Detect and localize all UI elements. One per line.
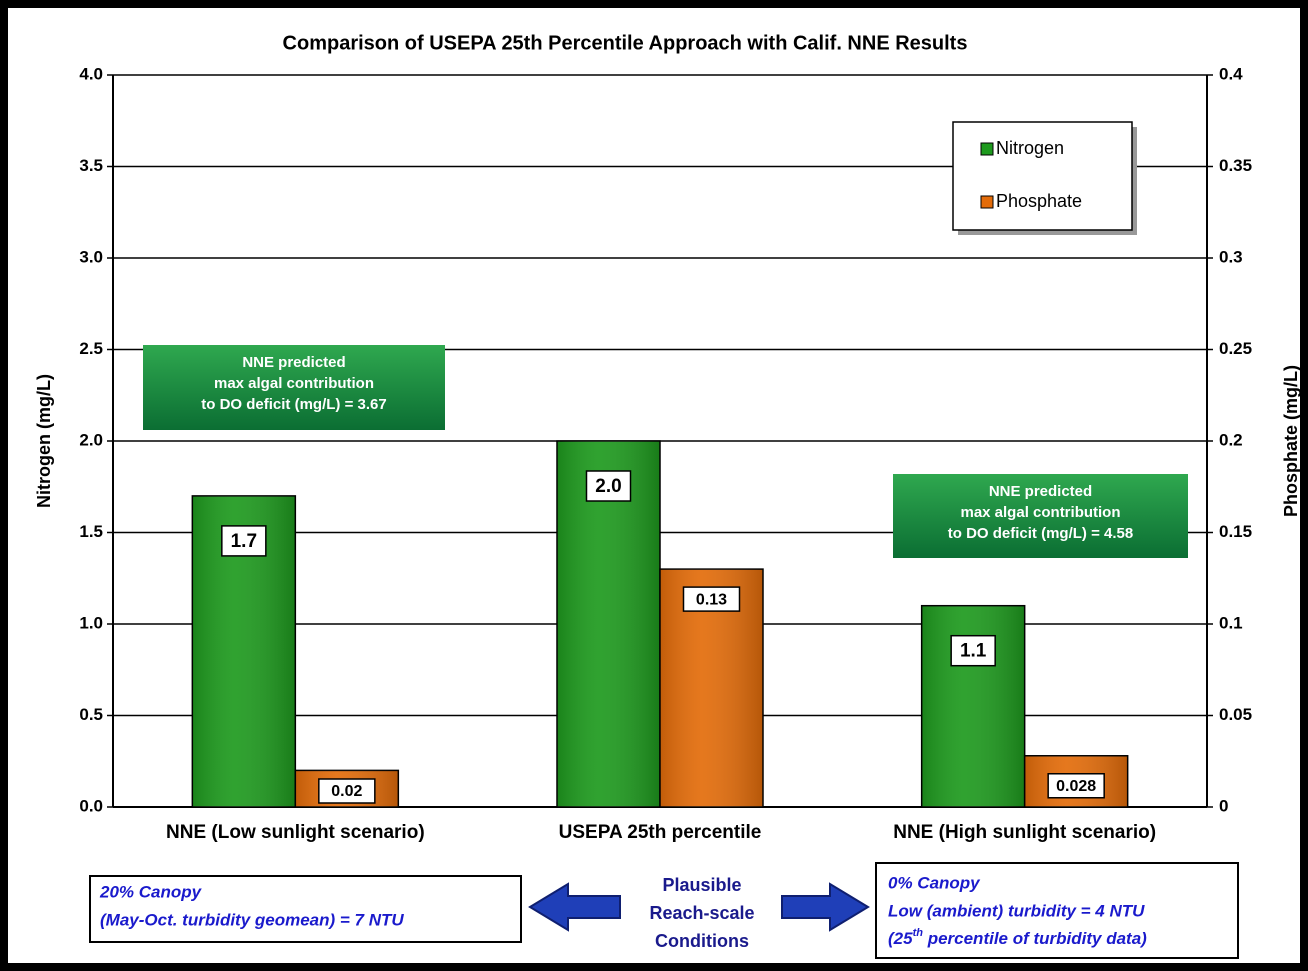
- y2-tick-label: 0.1: [1219, 613, 1243, 632]
- y2-tick-label: 0.3: [1219, 247, 1243, 266]
- legend-label: Nitrogen: [996, 138, 1064, 158]
- note-box: [89, 875, 522, 943]
- note-part: percentile of turbidity data): [923, 929, 1147, 948]
- value-label-box: [682, 586, 741, 612]
- middle-text: Reach-scale: [649, 903, 754, 923]
- value-label-box: [221, 525, 267, 557]
- y2-tick-label: 0: [1219, 796, 1228, 815]
- value-label: 1.1: [960, 641, 987, 662]
- annotation-box: [893, 474, 1188, 558]
- y-tick-label: 0.0: [79, 796, 103, 815]
- annotation-text: NNE predicted: [242, 354, 345, 371]
- value-label-box: [318, 778, 376, 804]
- y2-axis-label: Phosphate (mg/L): [1281, 365, 1301, 517]
- x-tick-label: USEPA 25th percentile: [559, 822, 762, 843]
- y-tick-label: 1.5: [79, 522, 103, 541]
- y2-tick-label: 0.05: [1219, 705, 1252, 724]
- legend-swatch: [980, 195, 994, 209]
- arrow-left: [528, 882, 621, 932]
- value-label: 2.0: [595, 476, 621, 497]
- note-text: (May-Oct. turbidity geomean) = 7 NTU: [100, 910, 404, 929]
- note-text: Low (ambient) turbidity = 4 NTU: [888, 901, 1145, 920]
- superscript: th: [913, 927, 924, 939]
- x-tick-label: NNE (High sunlight scenario): [893, 822, 1156, 843]
- annotation-text: NNE predicted: [989, 483, 1092, 500]
- annotation-text: to DO deficit (mg/L) = 3.67: [201, 396, 386, 413]
- note-text: 20% Canopy: [99, 882, 203, 901]
- legend: [952, 121, 1133, 231]
- bar-shade: [557, 441, 660, 807]
- annotation-box: [143, 345, 445, 430]
- value-label: 0.028: [1056, 778, 1096, 795]
- y2-tick-label: 0.35: [1219, 156, 1252, 175]
- y2-tick-label: 0.25: [1219, 339, 1252, 358]
- annotation-text: max algal contribution: [214, 375, 374, 392]
- x-tick-label: NNE (Low sunlight scenario): [166, 822, 425, 843]
- value-label: 0.13: [696, 591, 727, 608]
- note-text: (25th percentile of turbidity data): [888, 927, 1147, 949]
- legend-label: Phosphate: [996, 191, 1082, 211]
- annotation-text: to DO deficit (mg/L) = 4.58: [948, 525, 1133, 542]
- value-label-box: [585, 470, 632, 502]
- y2-tick-label: 0.4: [1219, 64, 1243, 83]
- arrow-right: [781, 882, 870, 932]
- note-part: (25: [888, 929, 913, 948]
- value-label-box: [950, 634, 996, 667]
- value-label: 0.02: [331, 783, 362, 800]
- y-tick-label: 3.5: [79, 156, 103, 175]
- legend-swatch: [980, 142, 994, 156]
- y2-tick-label: 0.2: [1219, 430, 1243, 449]
- y-axis-label: Nitrogen (mg/L): [34, 374, 54, 508]
- y-tick-label: 2.0: [79, 430, 103, 449]
- note-text: 0% Canopy: [888, 873, 981, 892]
- y-tick-label: 0.5: [79, 705, 103, 724]
- y-tick-label: 4.0: [79, 64, 103, 83]
- note-box: [875, 862, 1239, 959]
- y-tick-label: 3.0: [79, 247, 103, 266]
- y-tick-label: 2.5: [79, 339, 103, 358]
- value-label-box: [1047, 773, 1105, 799]
- value-label: 1.7: [231, 531, 257, 552]
- annotation-text: max algal contribution: [960, 504, 1120, 521]
- y2-tick-label: 0.15: [1219, 522, 1252, 541]
- middle-text: Conditions: [655, 931, 749, 951]
- middle-text: Plausible: [662, 875, 741, 895]
- y-tick-label: 1.0: [79, 613, 103, 632]
- chart-title: Comparison of USEPA 25th Percentile Appr…: [283, 32, 968, 54]
